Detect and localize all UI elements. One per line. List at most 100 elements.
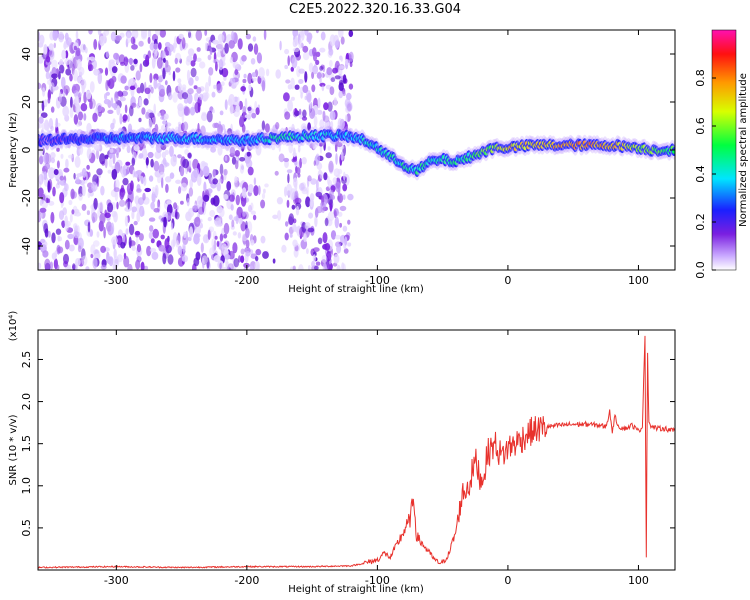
noise-speckle [212, 59, 220, 64]
noise-speckle [67, 143, 71, 149]
noise-speckle [307, 227, 315, 233]
noise-speckle [46, 121, 50, 132]
noise-speckle [239, 157, 246, 162]
noise-speckle [317, 155, 321, 163]
noise-speckle [180, 200, 184, 205]
noise-speckle [81, 203, 87, 211]
spectrogram-marks [38, 30, 675, 270]
noise-speckle [203, 165, 210, 177]
noise-speckle [196, 86, 202, 94]
noise-speckle [243, 73, 247, 79]
noise-speckle [48, 118, 54, 130]
noise-speckle [284, 160, 289, 168]
noise-speckle [127, 263, 133, 270]
noise-speckle [237, 38, 243, 50]
noise-speckle [145, 54, 150, 67]
noise-speckle [126, 114, 130, 122]
noise-speckle [199, 61, 206, 69]
noise-speckle [315, 261, 321, 266]
noise-speckle [38, 116, 44, 124]
noise-speckle [187, 88, 194, 95]
noise-speckle [306, 248, 309, 255]
noise-speckle [338, 65, 345, 70]
noise-speckle [140, 31, 148, 40]
noise-speckle [335, 181, 341, 193]
noise-speckle [221, 243, 228, 256]
noise-speckle [38, 42, 44, 48]
colorbar-tick-label: 0.0 [694, 261, 707, 279]
noise-speckle [309, 108, 316, 119]
noise-speckle [177, 78, 182, 84]
noise-speckle [72, 263, 76, 270]
noise-speckle [58, 32, 64, 40]
noise-speckle [329, 189, 334, 197]
noise-speckle [55, 228, 62, 235]
x-tick-label: -300 [104, 574, 129, 587]
noise-speckle [295, 35, 298, 47]
noise-speckle [189, 179, 193, 189]
noise-speckle [229, 77, 236, 84]
noise-speckle [253, 43, 259, 55]
noise-speckle [182, 121, 189, 131]
noise-speckle [174, 57, 178, 65]
noise-speckle [134, 230, 141, 236]
noise-speckle [64, 183, 69, 192]
noise-speckle [164, 80, 168, 86]
noise-speckle [308, 212, 314, 219]
noise-speckle [50, 82, 55, 93]
noise-speckle [193, 85, 198, 90]
noise-speckle [161, 50, 166, 60]
noise-speckle [276, 197, 283, 205]
noise-speckle [105, 91, 110, 96]
noise-speckle [262, 251, 269, 259]
noise-speckle [219, 233, 224, 242]
y-tick-label: 2.5 [20, 351, 33, 369]
noise-speckle [164, 64, 171, 73]
noise-speckle [312, 254, 316, 263]
noise-speckle [153, 43, 158, 50]
noise-speckle [86, 56, 91, 61]
noise-speckle [174, 211, 180, 220]
noise-speckle [300, 30, 305, 41]
noise-speckle [40, 193, 46, 201]
snr-panel: -300 -200 -100 0 100 0.5 1.0 1.5 2.0 2.5 Height o… [8, 311, 676, 595]
noise-speckle [161, 217, 167, 222]
noise-speckle [234, 160, 239, 170]
noise-speckle [234, 150, 240, 157]
noise-speckle [55, 117, 58, 128]
noise-speckle [216, 240, 220, 247]
noise-speckle [294, 84, 300, 90]
noise-speckle [328, 160, 334, 173]
noise-speckle [72, 83, 77, 94]
noise-speckle [116, 201, 119, 210]
noise-speckle [109, 148, 114, 153]
noise-speckle [138, 117, 142, 123]
noise-speckle [229, 104, 234, 115]
noise-speckle [51, 252, 57, 260]
noise-speckle [93, 240, 100, 247]
noise-speckle [310, 178, 317, 185]
noise-speckle [74, 156, 81, 168]
noise-speckle [137, 197, 145, 206]
noise-speckle [144, 87, 151, 95]
noise-speckle [292, 265, 296, 270]
noise-speckle [133, 220, 138, 226]
noise-speckle [250, 58, 256, 65]
noise-speckle [143, 265, 149, 270]
noise-speckle [253, 177, 257, 186]
noise-speckle [333, 168, 340, 177]
y-tick-label: 1.5 [20, 435, 33, 453]
noise-speckle [316, 179, 319, 191]
noise-speckle [87, 59, 92, 72]
noise-speckle [185, 30, 192, 33]
noise-speckle [80, 78, 87, 90]
noise-speckle [250, 239, 255, 246]
snr-series-line [38, 335, 675, 569]
noise-speckle [111, 168, 118, 180]
colorbar-ticks: 0.0 0.2 0.4 0.6 0.8 [694, 69, 716, 279]
noise-speckle [307, 175, 312, 182]
snr-marks [38, 335, 675, 569]
noise-speckle [50, 157, 56, 164]
noise-speckle [338, 30, 344, 38]
